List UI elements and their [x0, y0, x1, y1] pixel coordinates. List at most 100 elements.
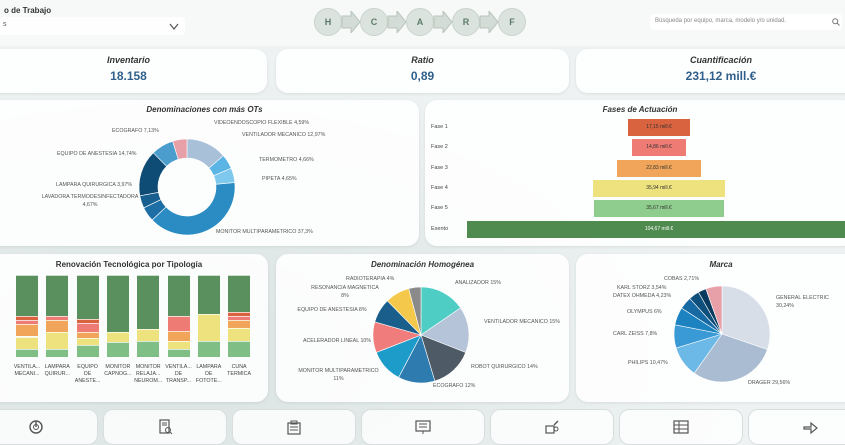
- stacked-bar-segment[interactable]: [76, 344, 99, 357]
- stacked-bar-segment[interactable]: [167, 330, 190, 341]
- stacked-bar-segment[interactable]: [16, 348, 38, 357]
- pie-slice[interactable]: [693, 333, 768, 383]
- stacked-bar-segment[interactable]: [76, 338, 99, 345]
- dashboard-icon: [29, 420, 43, 434]
- step-h[interactable]: H: [314, 8, 342, 36]
- kpi-title: Ratio: [411, 55, 434, 65]
- screen-icon: [415, 420, 431, 434]
- fase-label: Exento: [431, 225, 449, 232]
- stacked-bar-segment[interactable]: [197, 275, 220, 314]
- slice-label: COBAS 2,71%: [664, 276, 700, 282]
- search-box[interactable]: Búsqueda por equipo, marca, modelo y/o u…: [650, 14, 842, 30]
- stacked-bar-segment[interactable]: [76, 319, 99, 324]
- step-c[interactable]: C: [360, 8, 388, 36]
- stacked-bar-segment[interactable]: [16, 275, 38, 316]
- slice-label: DATEX OHMEDA 4,23%: [613, 293, 672, 299]
- clipboard-icon: [287, 420, 301, 435]
- search-icon: [832, 18, 840, 26]
- stacked-bar-segment[interactable]: [228, 340, 251, 357]
- fase-bar[interactable]: [467, 220, 845, 238]
- nav-clipboard-button[interactable]: [232, 409, 356, 445]
- stacked-bar-segment[interactable]: [76, 323, 99, 332]
- stacked-bar-segment[interactable]: [46, 275, 69, 316]
- fase-bar[interactable]: [593, 200, 725, 218]
- pie-slice[interactable]: [172, 138, 188, 160]
- stacked-bar-segment[interactable]: [46, 332, 69, 349]
- stacked-bar-segment[interactable]: [46, 320, 69, 333]
- nav-report-button[interactable]: [103, 409, 227, 445]
- fase-value-label: 35,67 mill.€: [646, 205, 672, 212]
- fase-bar[interactable]: [617, 159, 701, 177]
- renovacion-stacked-bar-chart: VENTILA... MECANI... LAMPARA QUIRUR... EQU…: [0, 254, 268, 402]
- stacked-bar-segment[interactable]: [16, 316, 38, 321]
- stacked-bar-segment[interactable]: [167, 275, 190, 316]
- kpi-ratio-card: Ratio 0,89: [276, 49, 569, 93]
- stacked-bar-segment[interactable]: [167, 348, 190, 357]
- step-a[interactable]: A: [406, 8, 434, 36]
- pie-slice[interactable]: [705, 285, 723, 335]
- stacked-bar-segment[interactable]: [197, 340, 220, 357]
- stacked-bar-segment[interactable]: [76, 331, 99, 339]
- kpi-title: Inventario: [106, 55, 150, 65]
- stacked-bar-segment[interactable]: [197, 313, 220, 341]
- stacked-bar-segment[interactable]: [137, 329, 160, 341]
- category-label: LAMPARA DE FOTOTE...: [195, 364, 222, 384]
- pie-slice[interactable]: [408, 286, 422, 336]
- slice-label: OLYMPUS 6%: [627, 309, 662, 315]
- stacked-bar-segment[interactable]: [167, 340, 190, 349]
- homogenea-card: Denominación Homogénea RADIOTERAPIA 4% A…: [276, 254, 569, 402]
- slice-label: VENTILADOR MECANICO 12,97%: [242, 132, 326, 138]
- stacked-bar-segment[interactable]: [137, 275, 160, 330]
- stacked-bar-segment[interactable]: [16, 336, 38, 349]
- stacked-bar-segment[interactable]: [228, 316, 251, 321]
- search-placeholder: Búsqueda por equipo, marca, modelo y/o u…: [655, 18, 787, 24]
- pie-slice[interactable]: [420, 286, 462, 336]
- stacked-bar-segment[interactable]: [106, 332, 129, 343]
- fase-bar[interactable]: [593, 179, 725, 197]
- stacked-bar-segment[interactable]: [228, 275, 251, 312]
- stacked-bar-segment[interactable]: [76, 275, 99, 320]
- pie-slice[interactable]: [420, 307, 470, 353]
- slice-label: ACELERADOR LINEAL 10%: [302, 338, 372, 344]
- step-arrow-icon: [341, 11, 361, 33]
- chart-title: Denominación Homogénea: [370, 260, 475, 269]
- area-dropdown[interactable]: s: [0, 17, 185, 35]
- stacked-bar-segment[interactable]: [228, 311, 251, 316]
- stacked-bar-segment[interactable]: [228, 328, 251, 341]
- fase-bar[interactable]: [627, 119, 691, 136]
- slice-label: MONITOR MULTIPARAMETRICO 11%: [298, 368, 379, 382]
- slice-label: DRAGER 29,56%: [748, 380, 791, 386]
- marca-card: Marca COBAS 2,71% KARL STORZ 3,54% DATEX…: [576, 254, 845, 402]
- category-label: VENTILA... MECANI...: [13, 364, 41, 377]
- nav-dashboard-button[interactable]: [0, 409, 98, 445]
- nav-screen-button[interactable]: [361, 409, 485, 445]
- board-icon: [673, 420, 689, 434]
- stacked-bar-segment[interactable]: [16, 324, 38, 337]
- fase-label: Fase 2: [431, 144, 448, 151]
- pie-slice[interactable]: [151, 182, 236, 236]
- fase-bar[interactable]: [631, 139, 687, 157]
- stacked-bar-segment[interactable]: [16, 320, 38, 325]
- kpi-title: Cuantificación: [689, 55, 752, 65]
- kpi-value: 231,12 mill.€: [685, 69, 757, 83]
- nav-export-button[interactable]: [748, 409, 845, 445]
- nav-maintenance-button[interactable]: [490, 409, 614, 445]
- step-r[interactable]: R: [452, 8, 480, 36]
- stacked-bar-segment[interactable]: [106, 275, 129, 333]
- stacked-bar-segment[interactable]: [167, 316, 190, 331]
- pie-slice[interactable]: [721, 285, 771, 350]
- export-icon: [803, 421, 818, 435]
- fase-label: Fase 4: [431, 184, 448, 191]
- slice-label: LAVADORA TERMODESINFECTADORA 4,67%: [41, 194, 139, 208]
- step-f[interactable]: F: [498, 8, 526, 36]
- stacked-bar-segment[interactable]: [46, 348, 69, 357]
- fases-card: Fases de Actuación Fase 1 17,15 mill.€ Fas…: [425, 100, 845, 246]
- slice-label: CARL ZEISS 7,8%: [613, 331, 658, 337]
- stacked-bar-segment[interactable]: [46, 316, 69, 321]
- stacked-bar-segment[interactable]: [228, 320, 251, 329]
- nav-board-button[interactable]: [619, 409, 743, 445]
- stacked-bar-segment[interactable]: [137, 340, 160, 357]
- marca-pie-chart: [673, 285, 771, 383]
- stacked-bar-segment[interactable]: [106, 342, 129, 357]
- chart-title: Denominaciones con más OTs: [146, 105, 263, 114]
